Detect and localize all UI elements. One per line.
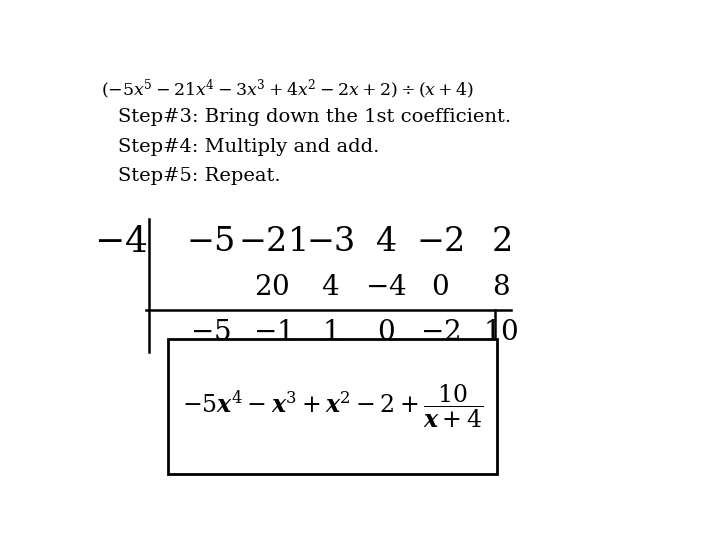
Text: $10$: $10$ bbox=[483, 320, 518, 347]
Text: $-5\boldsymbol{x}^4-\boldsymbol{x}^3+\boldsymbol{x}^2-2+\dfrac{10}{\boldsymbol{x: $-5\boldsymbol{x}^4-\boldsymbol{x}^3+\bo… bbox=[182, 383, 483, 430]
Text: $-3$: $-3$ bbox=[306, 226, 355, 258]
Text: Step#4: Multiply and add.: Step#4: Multiply and add. bbox=[118, 138, 379, 156]
Text: $2$: $2$ bbox=[491, 226, 510, 258]
Text: $1$: $1$ bbox=[323, 320, 338, 347]
Text: $4$: $4$ bbox=[321, 274, 339, 301]
Text: $-21$: $-21$ bbox=[238, 226, 306, 258]
Text: $8$: $8$ bbox=[492, 274, 510, 301]
FancyBboxPatch shape bbox=[168, 339, 498, 474]
Text: $-5$: $-5$ bbox=[186, 226, 235, 258]
Text: Step#3: Bring down the 1st coefficient.: Step#3: Bring down the 1st coefficient. bbox=[118, 109, 511, 126]
Text: $0$: $0$ bbox=[377, 320, 395, 347]
Text: $20$: $20$ bbox=[254, 274, 290, 301]
Text: Step#5: Repeat.: Step#5: Repeat. bbox=[118, 167, 281, 185]
Text: $-2$: $-2$ bbox=[416, 226, 464, 258]
Text: $-4$: $-4$ bbox=[365, 274, 407, 301]
Text: $-4$: $-4$ bbox=[94, 225, 148, 259]
Text: $0$: $0$ bbox=[431, 274, 449, 301]
Text: $(-5x^5-21x^4-3x^3+4x^2-2x+2)\div(x+4)$: $(-5x^5-21x^4-3x^3+4x^2-2x+2)\div(x+4)$ bbox=[101, 77, 474, 101]
Text: $-5$: $-5$ bbox=[190, 320, 230, 347]
Text: $-1$: $-1$ bbox=[253, 320, 292, 347]
Text: $4$: $4$ bbox=[375, 226, 397, 258]
Text: $-2$: $-2$ bbox=[420, 320, 460, 347]
